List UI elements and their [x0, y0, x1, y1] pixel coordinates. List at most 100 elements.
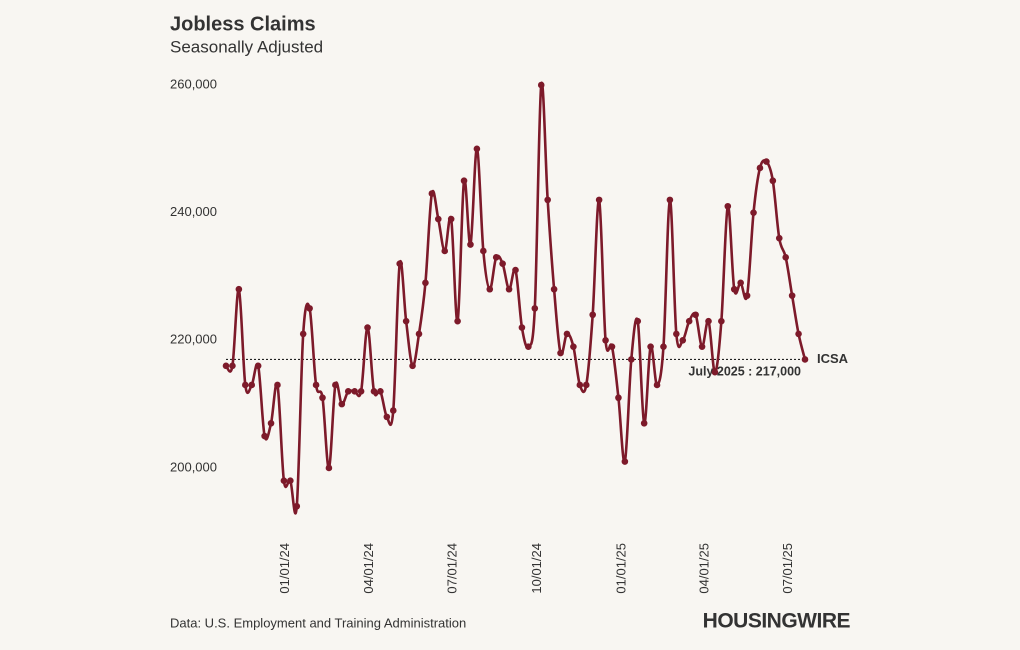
data-point — [730, 285, 738, 293]
data-point — [287, 477, 294, 485]
data-point — [628, 356, 635, 363]
x-tick-label: 04/01/25 — [696, 543, 711, 594]
data-point — [409, 362, 416, 370]
x-tick-label: 07/01/24 — [444, 543, 459, 594]
data-point — [582, 381, 590, 389]
chart-subtitle: Seasonally Adjusted — [170, 37, 323, 56]
data-point — [537, 81, 545, 89]
data-point — [557, 349, 564, 357]
y-tick-label: 240,000 — [170, 204, 217, 219]
y-tick-label: 220,000 — [170, 332, 217, 347]
data-point — [319, 394, 326, 402]
data-point — [235, 285, 243, 293]
data-point — [222, 362, 230, 370]
data-point — [653, 381, 661, 389]
data-point — [640, 419, 648, 427]
data-point — [274, 381, 281, 389]
data-point — [480, 247, 487, 255]
data-point — [383, 413, 391, 421]
data-point — [293, 502, 301, 510]
data-point — [608, 343, 616, 350]
data-point — [338, 400, 346, 408]
data-point — [344, 388, 352, 395]
data-point — [357, 388, 365, 395]
data-point — [499, 260, 506, 268]
data-point — [325, 464, 333, 472]
series-label: ICSA — [817, 351, 849, 366]
data-point — [422, 279, 429, 287]
data-point — [685, 317, 693, 325]
data-point — [447, 215, 455, 223]
data-point — [364, 324, 371, 331]
data-point — [705, 317, 712, 325]
data-point — [589, 311, 596, 319]
data-point — [595, 196, 603, 204]
y-tick-label: 200,000 — [170, 459, 217, 474]
data-point — [576, 381, 584, 389]
data-point — [473, 145, 481, 153]
data-point — [795, 330, 802, 338]
data-point — [775, 234, 783, 242]
data-point — [486, 285, 494, 293]
data-point — [743, 292, 751, 299]
data-point — [402, 317, 410, 325]
data-point — [435, 215, 442, 223]
data-point — [788, 292, 796, 299]
data-point — [505, 285, 513, 293]
data-point — [332, 381, 339, 389]
data-point — [769, 177, 777, 185]
annotation-label: July 2025 : 217,000 — [688, 365, 801, 379]
x-tick-label: 07/01/25 — [780, 543, 795, 594]
data-point — [750, 209, 757, 216]
data-point — [377, 388, 384, 395]
data-point — [389, 407, 397, 414]
data-point — [280, 477, 288, 485]
data-point — [621, 458, 629, 465]
data-point — [428, 190, 436, 197]
y-tick-label: 260,000 — [170, 76, 217, 91]
data-point — [782, 254, 789, 261]
x-tick-label: 01/01/25 — [614, 543, 629, 594]
data-point — [570, 343, 577, 350]
data-point — [711, 368, 719, 376]
data-point — [460, 177, 468, 185]
data-point — [492, 254, 500, 261]
source-note: Data: U.S. Employment and Training Admin… — [170, 615, 466, 630]
data-point — [801, 356, 809, 363]
data-point — [306, 305, 313, 312]
data-point — [615, 394, 622, 402]
data-point — [724, 202, 732, 210]
x-tick-label: 01/01/24 — [277, 543, 292, 594]
data-point — [660, 343, 667, 350]
data-point — [763, 158, 770, 165]
data-point — [396, 260, 404, 268]
data-point — [467, 241, 474, 248]
data-point — [550, 285, 558, 293]
brand-logo: HOUSINGWIRE — [703, 610, 851, 633]
data-point — [299, 330, 307, 338]
data-point — [634, 317, 642, 325]
data-point — [692, 311, 699, 319]
data-point — [248, 381, 256, 389]
data-point — [698, 343, 706, 350]
data-point — [370, 388, 378, 395]
data-point — [512, 266, 519, 274]
chart-title: Jobless Claims — [170, 13, 316, 35]
data-point — [518, 324, 526, 331]
data-point — [267, 419, 275, 427]
x-tick-label: 04/01/24 — [361, 543, 376, 594]
data-point — [756, 164, 764, 172]
data-point — [254, 362, 262, 370]
data-point — [666, 196, 674, 204]
data-point — [415, 330, 423, 338]
data-point — [312, 381, 320, 389]
data-point — [647, 343, 654, 350]
data-point — [718, 317, 725, 325]
data-point — [441, 247, 449, 255]
data-point — [531, 305, 539, 312]
data-point — [602, 336, 609, 344]
data-point — [454, 317, 461, 325]
